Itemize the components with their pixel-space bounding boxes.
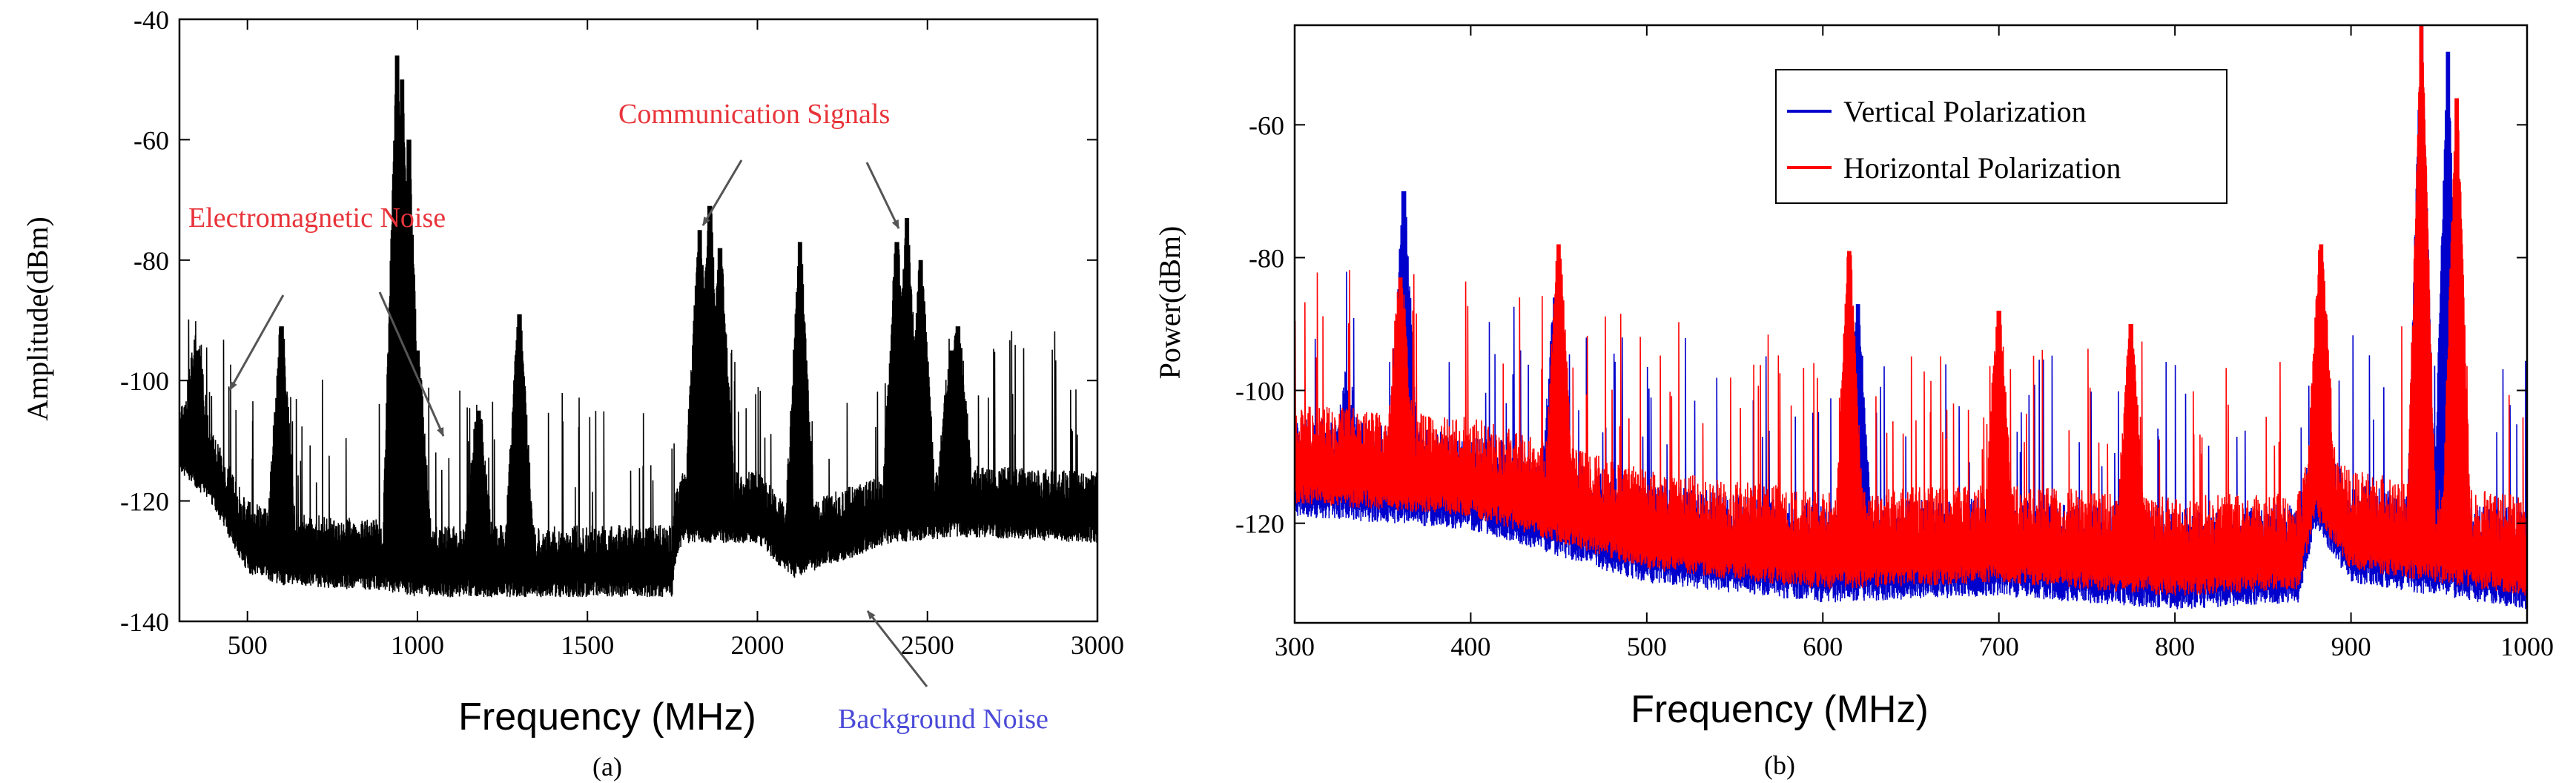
arrow-noise-left [228, 294, 285, 391]
x-tick-label: 1000 [391, 630, 444, 660]
x-tick-label: 3000 [1071, 630, 1124, 660]
x-axis-title-a: Frequency (MHz) [458, 696, 756, 739]
y-axis-b: -60 -80 -100 -120 [1235, 110, 2527, 539]
legend-box [1775, 69, 2227, 204]
x-tick-label: 900 [2331, 632, 2371, 661]
y-axis-a: -40 -60 -80 -100 -120 -140 [120, 5, 1097, 637]
annotation-background-noise: Background Noise [838, 704, 1048, 735]
y-tick-label: -120 [1235, 509, 1284, 539]
x-tick-label: 400 [1450, 632, 1490, 661]
y-tick-label: -100 [120, 366, 169, 396]
y-tick-label: -100 [1235, 377, 1284, 406]
legend-label-vertical: Vertical Polarization [1843, 95, 2087, 128]
y-axis-title-b: Power(dBm) [1153, 226, 1186, 380]
plot-frame-a [178, 18, 1099, 623]
chart-panel-b: 300 400 500 600 700 800 900 1000 -60 -80 -100 -120… [1153, 24, 2554, 780]
x-tick-label: 700 [1979, 632, 2019, 661]
arrow-communication-left [701, 159, 743, 226]
chart-panel-a: 500 1000 1500 2000 2500 3000 -40 -60 -80 -100 -12… [21, 5, 1124, 782]
arrow-communication-right [865, 162, 900, 229]
annotation-electromagnetic-noise: Electromagnetic Noise [188, 202, 446, 234]
series-trace-horizontal-polarization [1295, 25, 2527, 596]
annotation-communication-signals: Communication Signals [618, 99, 890, 130]
x-tick-label: 300 [1275, 632, 1315, 661]
trace-group-a [179, 55, 1097, 598]
x-tick-label: 2500 [901, 630, 954, 660]
x-axis-b: 300 400 500 600 700 800 900 1000 [1275, 25, 2554, 661]
y-tick-label: -140 [120, 607, 169, 637]
x-tick-label: 2000 [730, 630, 784, 660]
x-axis-title-b: Frequency (MHz) [1631, 688, 1929, 731]
x-axis-a: 500 1000 1500 2000 2500 3000 [228, 19, 1124, 660]
y-tick-label: -80 [1249, 243, 1284, 273]
x-tick-label: 800 [2155, 632, 2195, 661]
caption-a: (a) [592, 752, 622, 782]
caption-b: (b) [1764, 750, 1795, 780]
series-trace-spectrum [179, 55, 1097, 598]
x-tick-label: 500 [1627, 632, 1667, 661]
legend-label-horizontal: Horizontal Polarization [1843, 151, 2121, 185]
x-tick-label: 600 [1803, 632, 1843, 661]
y-tick-label: -40 [133, 5, 169, 35]
x-tick-label: 500 [228, 630, 268, 660]
x-tick-label: 1500 [561, 630, 614, 660]
x-tick-label: 1000 [2500, 632, 2554, 661]
legend-b: Vertical Polarization Horizontal Polariz… [1775, 69, 2227, 204]
arrow-noise-right [378, 291, 445, 437]
y-axis-title-a: Amplitude(dBm) [21, 217, 54, 421]
trace-group-b [1295, 25, 2527, 609]
plot-frame-b [1293, 24, 2529, 624]
y-tick-label: -60 [1249, 110, 1284, 140]
y-tick-label: -80 [133, 246, 169, 276]
y-tick-label: -120 [120, 487, 169, 517]
y-tick-label: -60 [133, 125, 169, 155]
arrow-background-noise [866, 610, 928, 687]
